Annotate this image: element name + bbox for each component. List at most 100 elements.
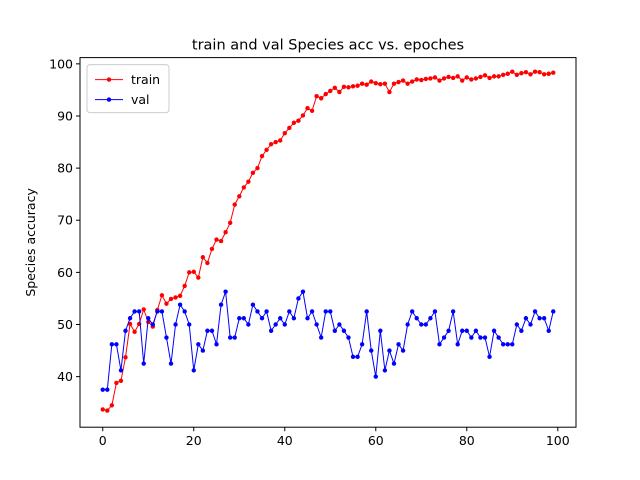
series-val: [100, 289, 556, 392]
data-point-train: [109, 403, 115, 408]
data-point-train: [177, 293, 183, 299]
data-point-val: [355, 354, 360, 360]
series-line-train: [102, 71, 554, 412]
data-point-val: [464, 328, 469, 333]
data-point-val: [519, 328, 524, 333]
data-point-train: [200, 255, 206, 260]
data-point-train: [491, 74, 497, 79]
data-point-train: [464, 75, 469, 80]
data-point-train: [259, 153, 265, 159]
data-point-val: [141, 361, 146, 366]
data-point-val: [405, 322, 410, 327]
data-point-val: [200, 348, 206, 353]
data-point-train: [300, 113, 306, 118]
data-point-train: [296, 118, 301, 123]
data-point-train: [432, 75, 438, 80]
data-point-val: [287, 309, 292, 314]
data-point-val: [369, 348, 374, 353]
legend-marker-val: [106, 97, 112, 102]
data-point-val: [296, 296, 301, 301]
data-point-train: [250, 170, 256, 176]
data-point-val: [155, 309, 160, 314]
x-tick-label: 100: [546, 433, 570, 448]
data-point-val: [218, 302, 224, 307]
data-point-train: [387, 89, 392, 95]
data-point-val: [300, 289, 306, 294]
data-point-val: [100, 387, 105, 392]
data-point-train: [141, 307, 146, 312]
data-point-val: [173, 322, 178, 327]
data-point-train: [541, 72, 547, 77]
data-point-train: [196, 275, 201, 280]
data-point-train: [487, 75, 492, 81]
data-point-val: [150, 322, 156, 327]
data-point-val: [278, 316, 283, 321]
data-point-val: [391, 361, 397, 366]
data-point-val: [437, 342, 442, 347]
data-point-train: [500, 72, 506, 78]
series-train: [100, 69, 556, 413]
data-point-val: [409, 309, 415, 314]
data-point-train: [100, 407, 105, 412]
data-point-val: [428, 316, 433, 321]
data-point-train: [209, 246, 215, 252]
data-point-train: [496, 74, 501, 79]
data-point-val: [168, 361, 174, 366]
data-point-val: [528, 322, 533, 327]
data-point-train: [551, 70, 556, 75]
data-point-train: [255, 165, 260, 171]
data-point-train: [105, 408, 110, 413]
legend-label-val: val: [131, 92, 150, 107]
data-point-train: [114, 380, 119, 386]
data-point-train: [546, 71, 551, 76]
data-point-val: [105, 387, 110, 392]
data-point-val: [551, 309, 556, 314]
data-point-train: [337, 89, 342, 95]
data-point-val: [532, 309, 538, 314]
x-tick-label: 80: [459, 433, 475, 448]
data-point-train: [523, 70, 529, 75]
data-point-train: [355, 83, 360, 88]
chart-title: train and val Species acc vs. epoches: [192, 38, 464, 54]
legend-marker-train: [106, 77, 112, 82]
data-point-val: [396, 342, 401, 347]
x-tick-label: 60: [368, 433, 384, 448]
data-point-train: [168, 296, 174, 302]
data-point-train: [478, 74, 483, 80]
data-point-val: [423, 322, 429, 327]
data-point-val: [455, 342, 460, 347]
data-point-train: [382, 81, 388, 86]
data-point-val: [482, 335, 488, 340]
data-point-train: [132, 329, 137, 334]
data-point-train: [473, 76, 479, 81]
data-point-train: [441, 76, 447, 81]
axes-frame: [79, 57, 577, 428]
data-point-train: [514, 72, 520, 78]
data-point-train: [409, 79, 415, 84]
data-point-val: [132, 309, 137, 314]
x-tick-label: 0: [99, 433, 107, 448]
data-point-train: [127, 321, 133, 327]
data-point-val: [328, 309, 333, 314]
data-point-train: [291, 120, 297, 125]
data-point-val: [214, 342, 219, 347]
data-point-val: [291, 316, 297, 321]
data-point-train: [246, 179, 251, 184]
y-tick-label: 80: [57, 161, 73, 176]
data-point-val: [378, 328, 383, 333]
data-point-train: [232, 202, 237, 207]
data-point-val: [123, 328, 128, 333]
data-point-val: [318, 335, 324, 340]
data-point-train: [318, 96, 324, 101]
data-point-val: [309, 309, 315, 314]
data-point-train: [173, 295, 178, 300]
data-point-val: [491, 328, 497, 333]
data-point-val: [400, 348, 406, 353]
data-point-val: [510, 342, 515, 347]
data-point-val: [537, 316, 542, 321]
data-point-train: [305, 105, 310, 111]
data-point-train: [532, 69, 538, 74]
data-point-val: [282, 322, 287, 327]
data-point-val: [314, 322, 319, 327]
